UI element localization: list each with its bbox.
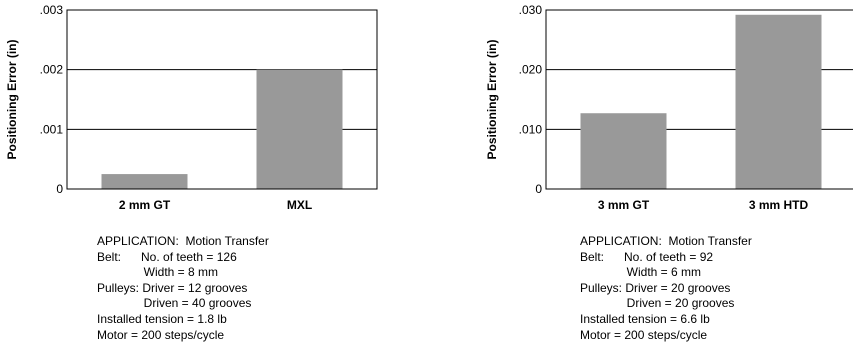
chart-2-category-label: 3 mm HTD bbox=[749, 198, 809, 212]
chart-1-y-tick-label: .001 bbox=[40, 122, 64, 136]
note-line: Motor = 200 steps/cycle bbox=[97, 327, 225, 342]
note-line: Width = 8 mm bbox=[97, 265, 219, 280]
note-line: Driven = 40 grooves bbox=[97, 296, 252, 311]
note-line: Pulleys: Driver = 20 grooves bbox=[580, 280, 731, 295]
chart-2-y-axis-label: Positioning Error (in) bbox=[485, 40, 499, 160]
chart-2-application-notes: APPLICATION: Motion Transfer Belt: No. of… bbox=[580, 234, 752, 343]
note-line: Width = 6 mm bbox=[580, 265, 702, 280]
chart-2-category-label: 3 mm GT bbox=[598, 198, 650, 212]
note-line: Belt: No. of teeth = 126 bbox=[97, 249, 237, 264]
chart-1-y-axis-label: Positioning Error (in) bbox=[5, 40, 19, 160]
chart-2-bar bbox=[580, 113, 667, 189]
chart-1-category-label: 2 mm GT bbox=[119, 198, 171, 212]
note-line: Belt: No. of teeth = 92 bbox=[580, 249, 714, 264]
chart-2-y-tick-label: .010 bbox=[519, 122, 543, 136]
chart-2-y-tick-label: .030 bbox=[519, 3, 543, 17]
note-line: Motor = 200 steps/cycle bbox=[580, 327, 708, 342]
note-line: Installed tension = 6.6 lb bbox=[580, 311, 710, 326]
chart-2-y-tick-label: .020 bbox=[519, 63, 543, 77]
chart-2-plot-frame bbox=[545, 9, 853, 190]
chart-1-bar bbox=[256, 69, 343, 189]
chart-2-bar bbox=[735, 14, 822, 190]
chart-1-plot-frame bbox=[66, 9, 378, 190]
note-line: APPLICATION: Motion Transfer bbox=[580, 234, 752, 248]
chart-1-application-notes: APPLICATION: Motion Transfer Belt: No. of… bbox=[97, 234, 269, 343]
chart-1-bar bbox=[101, 174, 188, 189]
chart-1-category-label: MXL bbox=[287, 198, 312, 212]
note-line: APPLICATION: Motion Transfer bbox=[97, 234, 269, 248]
chart-1-y-tick-label: .002 bbox=[40, 63, 64, 77]
note-line: Pulleys: Driver = 12 grooves bbox=[97, 280, 248, 295]
note-line: Driven = 20 grooves bbox=[580, 296, 735, 311]
note-line: Installed tension = 1.8 lb bbox=[97, 311, 227, 326]
chart-2-y-tick-label: 0 bbox=[535, 182, 542, 196]
chart-1-y-tick-label: 0 bbox=[56, 182, 63, 196]
chart-1-y-tick-label: .003 bbox=[40, 3, 64, 17]
